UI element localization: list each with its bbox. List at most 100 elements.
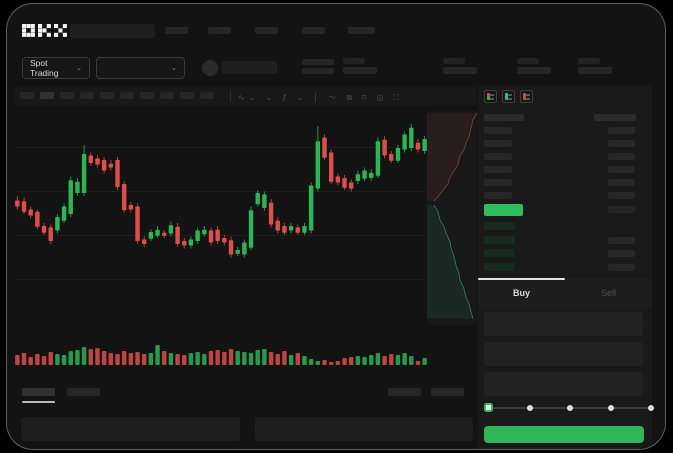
nav-item-placeholder[interactable] — [165, 27, 188, 34]
ob-header-placeholder — [484, 114, 524, 121]
book-asks-view-icon[interactable] — [520, 90, 533, 103]
line-tools-icon[interactable]: 〜 — [328, 93, 338, 102]
trade-input-placeholder[interactable] — [484, 372, 643, 396]
slider-stop-dot[interactable] — [567, 405, 573, 411]
compare-icon[interactable]: ⧉ — [346, 92, 354, 102]
indicators-fx-icon[interactable]: ƒ — [282, 93, 288, 102]
timeframe-placeholder[interactable] — [100, 92, 114, 99]
bottom-tab-active-placeholder[interactable] — [22, 388, 55, 396]
ask-price-placeholder — [484, 153, 512, 160]
price-row-amount-placeholder — [608, 206, 635, 213]
timeframe-placeholder[interactable] — [40, 92, 54, 99]
bottom-right-placeholder[interactable] — [388, 388, 421, 396]
stat-value-placeholder — [517, 67, 551, 74]
ask-amount-placeholder — [608, 153, 635, 160]
fullscreen-icon[interactable]: ⛶ — [393, 92, 400, 102]
bid-amount-placeholder — [608, 237, 635, 244]
bottom-tab-underline — [22, 401, 55, 403]
bid-price-placeholder — [484, 249, 515, 257]
timeframe-placeholder[interactable] — [160, 92, 174, 99]
trade-tabbar: Buy Sell — [478, 278, 652, 307]
nav-item-placeholder[interactable] — [302, 27, 325, 34]
market-type-selector[interactable]: Spot Trading ⌄ — [22, 57, 90, 79]
stat-label-placeholder — [578, 58, 600, 64]
tab-buy[interactable]: Buy — [512, 287, 530, 298]
stat-value-placeholder — [578, 67, 612, 74]
timeframe-placeholder[interactable] — [80, 92, 94, 99]
stat-label-placeholder — [343, 58, 365, 64]
nav-item-placeholder[interactable] — [208, 27, 231, 34]
slider-stop-dot[interactable] — [526, 405, 533, 411]
device-frame: Spot Trading ⌄ ⌄ ∿ ⌄ ⌄ ƒ ⌄ │ 〜 ⧉ ⌑ ◎ ⛶ — [7, 4, 665, 449]
timeframe-placeholder[interactable] — [20, 92, 34, 99]
stat-value-placeholder — [343, 67, 377, 74]
price-sub-placeholder — [302, 68, 334, 74]
bottom-panel-placeholder — [255, 417, 473, 441]
ask-amount-placeholder — [608, 140, 635, 147]
pair-dropdown[interactable]: ⌄ — [96, 57, 185, 79]
last-price-block — [484, 204, 523, 216]
ask-amount-placeholder — [608, 166, 635, 173]
toolbar-separator — [230, 91, 231, 102]
okx-logo — [22, 24, 67, 37]
ask-price-placeholder — [484, 179, 512, 186]
chart-settings-icon[interactable]: ◎ — [376, 93, 385, 102]
timeframe-placeholder[interactable] — [180, 92, 194, 99]
nav-item-placeholder[interactable] — [255, 27, 278, 34]
nav-item-placeholder[interactable] — [348, 27, 375, 34]
candlestick-chart[interactable] — [14, 112, 428, 366]
trade-input-placeholder[interactable] — [484, 312, 643, 336]
bid-price-placeholder — [484, 222, 515, 230]
pair-name-placeholder — [222, 61, 277, 74]
app-root: Spot Trading ⌄ ⌄ ∿ ⌄ ⌄ ƒ ⌄ │ 〜 ⧉ ⌑ ◎ ⛶ — [7, 4, 665, 449]
stat-label-placeholder — [443, 58, 465, 64]
stat-label-placeholder — [517, 58, 539, 64]
toolbar-divider: │ — [313, 93, 320, 102]
timeframe-placeholder[interactable] — [60, 92, 74, 99]
tab-sell[interactable]: Sell — [600, 287, 616, 298]
amount-slider-handle[interactable] — [484, 403, 493, 412]
ask-price-placeholder — [484, 140, 512, 147]
market-type-label: Spot Trading — [30, 58, 59, 78]
screenshot-icon[interactable]: ⌑ — [362, 93, 368, 102]
bottom-panel-placeholder — [21, 417, 240, 441]
active-tab-underline — [478, 278, 565, 280]
timeframe-placeholder[interactable] — [120, 92, 134, 99]
book-bids-view-icon[interactable] — [502, 90, 515, 103]
bid-price-placeholder — [484, 236, 515, 244]
pair-avatar — [202, 60, 218, 76]
chevron-down-icon: ⌄ — [76, 65, 82, 72]
candle-type-icon[interactable]: ∿ ⌄ — [238, 93, 257, 102]
submit-buy-button[interactable] — [484, 426, 644, 443]
slider-stop-dot[interactable] — [648, 405, 654, 411]
ask-price-placeholder — [484, 127, 512, 134]
timeframe-placeholder[interactable] — [140, 92, 154, 99]
chart-toolbar-strip — [14, 87, 477, 106]
price-placeholder — [302, 59, 334, 65]
bottom-right-placeholder[interactable] — [431, 388, 464, 396]
bid-amount-placeholder — [608, 250, 635, 257]
depth-panel-bg — [427, 111, 477, 325]
ask-price-placeholder — [484, 166, 512, 173]
trade-input-placeholder[interactable] — [484, 342, 643, 366]
chart-gridline — [14, 279, 477, 280]
chart-tool-icons: ∿ ⌄ ⌄ ƒ ⌄ │ 〜 ⧉ ⌑ ◎ ⛶ — [238, 92, 400, 103]
bid-price-placeholder — [484, 263, 515, 271]
bottom-tab-placeholder[interactable] — [67, 388, 100, 396]
ask-amount-placeholder — [608, 127, 635, 134]
ask-price-placeholder — [484, 192, 512, 199]
slider-stop-dot[interactable] — [607, 405, 614, 411]
depth-chart[interactable] — [427, 111, 478, 325]
chart-gridline — [14, 147, 477, 148]
ask-amount-placeholder — [608, 192, 635, 199]
indicator-menu-icon[interactable]: ⌄ — [296, 93, 305, 102]
timeframe-placeholder[interactable] — [200, 92, 214, 99]
chevron-down-icon: ⌄ — [171, 65, 177, 72]
chart-gridline — [14, 235, 477, 236]
book-split-view-icon[interactable] — [484, 90, 497, 103]
interval-menu-icon[interactable]: ⌄ — [265, 93, 274, 102]
global-search-placeholder[interactable] — [70, 24, 155, 38]
chart-gridline — [14, 191, 477, 192]
stat-value-placeholder — [443, 67, 477, 74]
